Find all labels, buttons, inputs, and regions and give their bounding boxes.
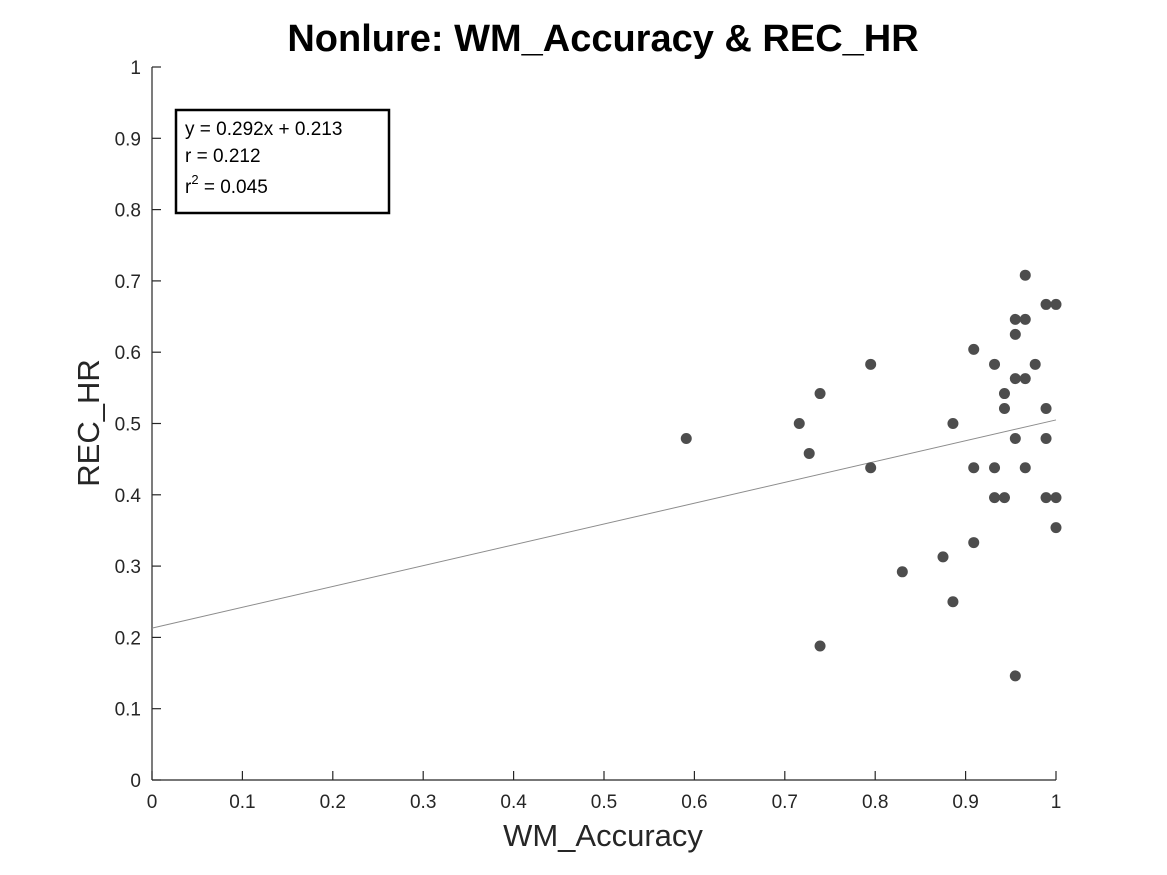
x-tick-label: 0.8	[862, 792, 888, 813]
data-point	[1050, 522, 1062, 534]
data-point	[998, 492, 1010, 504]
y-axis-ticks: 0 0.1 0.2 0.3 0.4 0.5 0.6 0.7 0.8 0.9 1	[115, 58, 161, 792]
stats-box-frame	[174, 108, 391, 215]
y-tick-label: 0.5	[115, 415, 141, 436]
data-point	[1029, 358, 1041, 370]
data-point	[947, 418, 959, 429]
data-point	[968, 343, 980, 355]
data-point	[989, 358, 1001, 370]
y-tick-label: 0.1	[115, 700, 141, 721]
y-tick-label: 0.4	[115, 486, 142, 507]
data-point	[989, 462, 1001, 474]
data-point	[1019, 462, 1031, 474]
y-tick-label: 0.8	[115, 201, 141, 222]
y-axis-label: REC_HR	[71, 359, 106, 486]
x-tick-label: 0.9	[952, 792, 978, 813]
x-tick-label: 0.6	[681, 792, 707, 813]
data-point	[896, 566, 908, 578]
data-point	[865, 462, 877, 474]
regression-equation: y = 0.292x + 0.213	[185, 119, 342, 140]
data-point	[1040, 432, 1052, 444]
data-point	[865, 358, 877, 370]
data-point	[814, 388, 826, 400]
y-tick-label: 1	[130, 58, 141, 79]
chart-title: Nonlure: WM_Accuracy & REC_HR	[287, 18, 918, 60]
data-point	[1019, 269, 1031, 281]
correlation-coefficient: r = 0.212	[185, 146, 261, 167]
y-tick-label: 0.2	[115, 628, 141, 649]
x-tick-label: 1	[1051, 792, 1062, 813]
data-point	[814, 640, 826, 652]
data-point	[1050, 492, 1062, 504]
r-squared: r2 = 0.045	[185, 172, 268, 198]
data-point	[1009, 313, 1021, 325]
data-point	[1009, 670, 1021, 682]
x-tick-label: 0.4	[500, 792, 527, 813]
r-squared-symbol: r	[185, 177, 192, 198]
x-tick-label: 0.1	[229, 792, 255, 813]
data-point	[1009, 373, 1021, 385]
data-point	[947, 596, 959, 608]
data-points	[680, 269, 1062, 682]
data-point	[968, 537, 980, 549]
data-point	[793, 418, 805, 429]
r-squared-exponent: 2	[191, 172, 198, 187]
x-tick-label: 0.5	[591, 792, 617, 813]
data-point	[998, 388, 1010, 400]
data-point	[1040, 492, 1052, 504]
x-tick-label: 0.3	[410, 792, 436, 813]
x-tick-label: 0.7	[772, 792, 798, 813]
data-point	[1019, 373, 1031, 385]
y-tick-label: 0.3	[115, 557, 141, 578]
data-point	[937, 551, 949, 563]
data-point	[803, 447, 815, 459]
x-axis-ticks: 0 0.1 0.2 0.3 0.4 0.5 0.6 0.7 0.8 0.9 1	[147, 771, 1062, 813]
regression-line	[151, 419, 1057, 629]
y-tick-label: 0.6	[115, 343, 141, 364]
y-tick-label: 0.7	[115, 272, 141, 293]
stats-legend-box: y = 0.292x + 0.213 r = 0.212 r2 = 0.045	[174, 108, 391, 215]
r-squared-value: = 0.045	[199, 177, 268, 198]
data-point	[680, 432, 692, 444]
data-point	[968, 462, 980, 474]
data-point	[1040, 298, 1052, 310]
y-tick-label: 0.9	[115, 129, 141, 150]
data-point	[1009, 432, 1021, 444]
x-tick-label: 0	[147, 792, 158, 813]
x-tick-label: 0.2	[320, 792, 346, 813]
x-axis-label: WM_Accuracy	[503, 818, 703, 853]
data-point	[1040, 403, 1052, 415]
data-point	[1050, 298, 1062, 310]
data-point	[1019, 313, 1031, 325]
y-tick-label: 0	[130, 771, 141, 792]
data-point	[998, 403, 1010, 415]
data-point	[1009, 328, 1021, 340]
data-point	[989, 492, 1001, 504]
